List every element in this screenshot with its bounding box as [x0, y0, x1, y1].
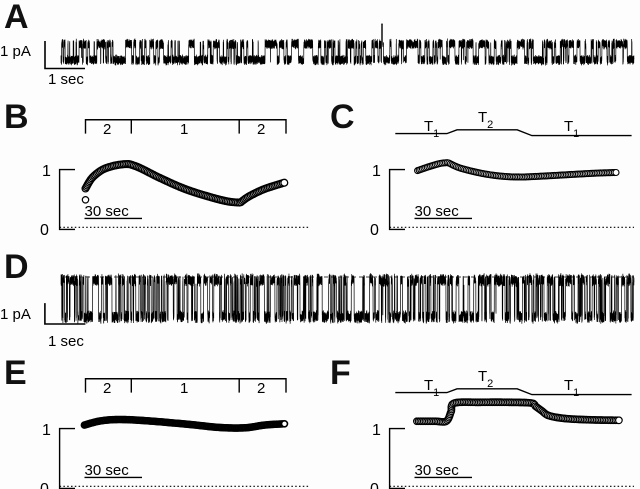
svg-text:1 sec: 1 sec — [48, 333, 84, 350]
svg-text:T1: T1 — [424, 377, 439, 399]
svg-text:0: 0 — [40, 481, 49, 489]
svg-text:1 sec: 1 sec — [48, 71, 84, 88]
svg-text:1 pA: 1 pA — [0, 306, 31, 323]
svg-text:2: 2 — [257, 380, 265, 397]
svg-text:1: 1 — [372, 422, 381, 439]
svg-text:2: 2 — [103, 121, 111, 138]
svg-text:30 sec: 30 sec — [85, 462, 130, 479]
svg-text:T1: T1 — [564, 118, 579, 140]
svg-text:0: 0 — [40, 222, 49, 239]
svg-text:T1: T1 — [424, 118, 439, 140]
svg-text:2: 2 — [257, 121, 265, 138]
svg-text:1: 1 — [180, 121, 188, 138]
svg-text:1 pA: 1 pA — [0, 43, 31, 60]
svg-text:2: 2 — [103, 380, 111, 397]
svg-text:T1: T1 — [564, 377, 579, 399]
svg-text:0: 0 — [370, 481, 379, 489]
svg-text:T2: T2 — [478, 368, 493, 390]
svg-text:30 sec: 30 sec — [85, 203, 130, 220]
svg-text:T2: T2 — [478, 109, 493, 131]
svg-text:30 sec: 30 sec — [415, 462, 460, 479]
svg-text:1: 1 — [42, 422, 51, 439]
svg-text:1: 1 — [372, 163, 381, 180]
svg-text:1: 1 — [42, 163, 51, 180]
svg-text:1: 1 — [180, 380, 188, 397]
svg-text:0: 0 — [370, 222, 379, 239]
svg-text:30 sec: 30 sec — [415, 203, 460, 220]
